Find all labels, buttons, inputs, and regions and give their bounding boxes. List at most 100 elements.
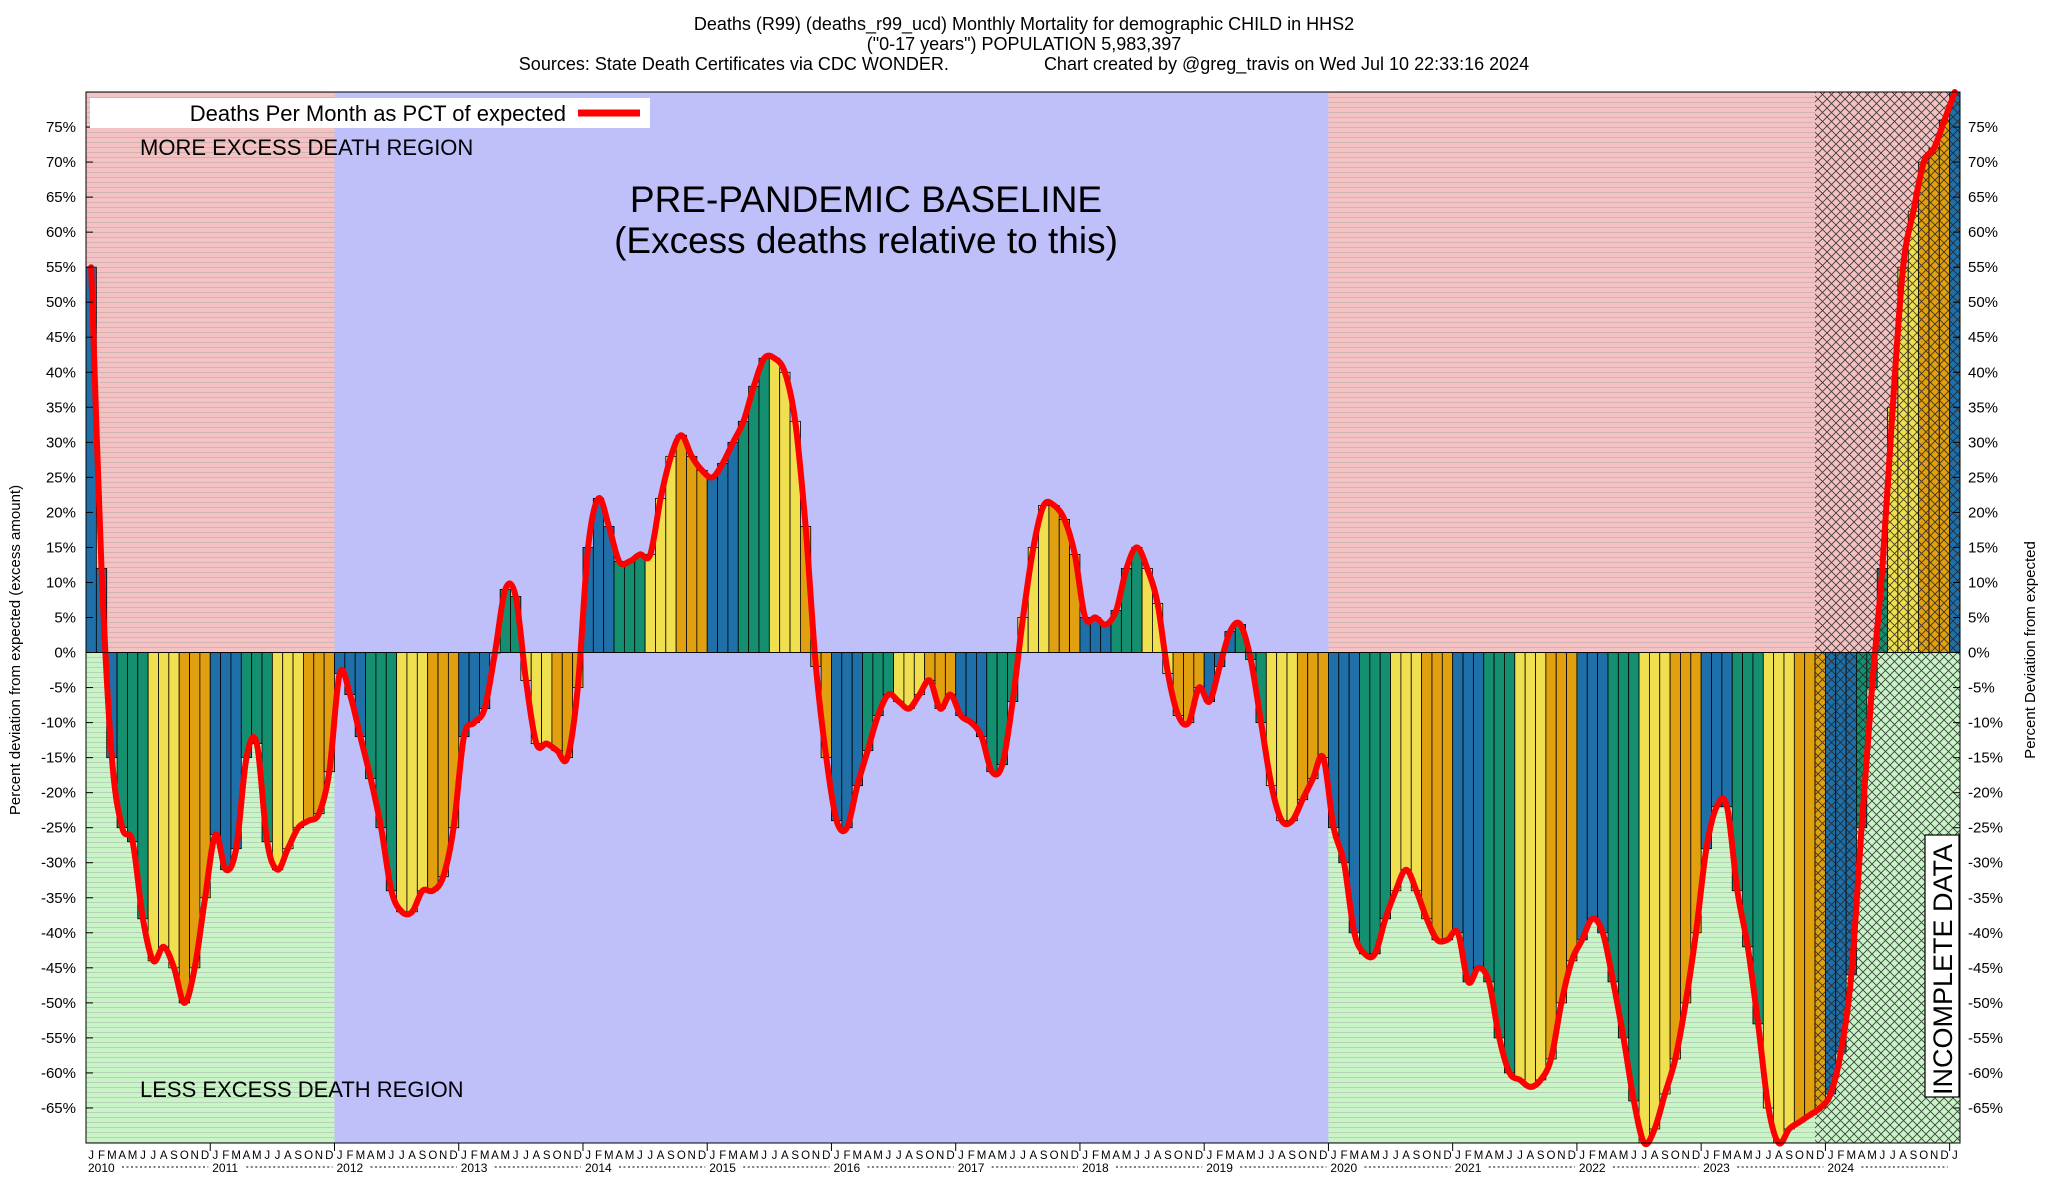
x-month-label: O xyxy=(1298,1150,1307,1162)
y-tick-label-left: 75% xyxy=(46,119,76,136)
bar xyxy=(1193,652,1205,688)
x-month-label: J xyxy=(1703,1150,1709,1162)
bar xyxy=(1493,652,1505,1039)
chart-title-line-1: Deaths (R99) (deaths_r99_ucd) Monthly Mo… xyxy=(693,14,1355,34)
bar xyxy=(882,652,894,695)
x-month-label: N xyxy=(1930,1150,1938,1162)
x-month-label: M xyxy=(1722,1150,1732,1162)
x-month-label: D xyxy=(1071,1150,1079,1162)
x-month-label: J xyxy=(834,1150,840,1162)
x-month-label: J xyxy=(1952,1150,1958,1162)
x-month-label: J xyxy=(523,1150,529,1162)
x-month-label: M xyxy=(356,1150,366,1162)
x-year-label: 2020 xyxy=(1330,1161,1357,1175)
bar xyxy=(396,652,408,913)
x-month-label: J xyxy=(275,1150,281,1162)
x-month-label: F xyxy=(1465,1150,1472,1162)
bar xyxy=(147,652,159,962)
x-month-label: M xyxy=(107,1150,117,1162)
bar xyxy=(1359,652,1371,955)
bar xyxy=(178,652,190,1004)
bar xyxy=(220,652,232,871)
bar xyxy=(1576,652,1588,941)
x-month-label: A xyxy=(864,1150,872,1162)
legend-box xyxy=(90,98,650,128)
bar xyxy=(406,652,418,913)
x-month-label: J xyxy=(513,1150,519,1162)
bar xyxy=(737,420,750,653)
x-month-label: S xyxy=(543,1150,551,1162)
x-month-label: S xyxy=(1164,1150,1172,1162)
y-tick-label-left: 35% xyxy=(46,399,76,416)
x-month-label: J xyxy=(1766,1150,1772,1162)
x-month-label: J xyxy=(1269,1150,1275,1162)
bar xyxy=(965,652,977,723)
x-month-label: N xyxy=(1433,1150,1441,1162)
x-year-label: 2010 xyxy=(88,1161,115,1175)
bar xyxy=(1462,652,1474,983)
bar xyxy=(944,652,957,695)
x-month-label: J xyxy=(958,1150,964,1162)
bar xyxy=(1721,652,1733,808)
x-month-label: J xyxy=(1258,1150,1264,1162)
bar xyxy=(1628,652,1640,1102)
x-year-label: 2016 xyxy=(833,1161,860,1175)
region-stripes xyxy=(86,92,335,1143)
bar xyxy=(209,652,221,836)
x-month-label: N xyxy=(563,1150,571,1162)
x-month-label: D xyxy=(449,1150,457,1162)
bar xyxy=(717,462,729,653)
bar xyxy=(1762,652,1775,1109)
bar xyxy=(1669,652,1681,1060)
bar xyxy=(427,652,439,892)
x-month-label: F xyxy=(1216,1150,1223,1162)
y-tick-label-right: -5% xyxy=(1968,680,1995,697)
x-month-label: O xyxy=(1050,1150,1059,1162)
y-tick-label-left: -35% xyxy=(41,890,76,907)
x-year-label: 2022 xyxy=(1579,1161,1606,1175)
x-month-label: N xyxy=(1309,1150,1317,1162)
y-tick-label-right: -40% xyxy=(1968,925,2003,942)
bar xyxy=(592,497,605,653)
x-month-label: J xyxy=(1517,1150,1523,1162)
y-tick-label-right: 10% xyxy=(1968,574,1998,591)
x-month-label: S xyxy=(1910,1150,1918,1162)
bar xyxy=(779,371,791,653)
x-month-label: D xyxy=(1568,1150,1576,1162)
trend-curve xyxy=(88,89,1958,1148)
bar xyxy=(127,652,139,843)
x-month-label: J xyxy=(1755,1150,1761,1162)
y-tick-label-left: -55% xyxy=(41,1030,76,1047)
y-tick-label-right: -15% xyxy=(1968,750,2003,767)
x-month-label: D xyxy=(1940,1150,1948,1162)
x-month-label: M xyxy=(604,1150,614,1162)
bar xyxy=(706,476,718,653)
bar xyxy=(634,554,646,653)
x-month-label: M xyxy=(252,1150,262,1162)
x-month-label: O xyxy=(1671,1150,1680,1162)
x-month-label: F xyxy=(595,1150,602,1162)
x-month-label: F xyxy=(968,1150,975,1162)
y-tick-label-right: 20% xyxy=(1968,504,1998,521)
y-tick-label-left: 70% xyxy=(46,154,76,171)
y-tick-label-right: -35% xyxy=(1968,890,2003,907)
y-tick-label-left: -65% xyxy=(41,1100,76,1117)
x-month-label: F xyxy=(1092,1150,1099,1162)
bar xyxy=(1504,652,1516,1074)
x-month-label: M xyxy=(376,1150,386,1162)
x-month-label: J xyxy=(150,1150,156,1162)
bar xyxy=(1680,652,1692,1004)
x-month-label: D xyxy=(698,1150,706,1162)
x-month-label: N xyxy=(315,1150,323,1162)
bar xyxy=(1804,652,1816,1116)
x-month-label: A xyxy=(1237,1150,1245,1162)
x-month-label: J xyxy=(1507,1150,1513,1162)
x-month-label: M xyxy=(1846,1150,1856,1162)
incomplete-label-group: INCOMPLETE DATA xyxy=(1924,834,1960,1098)
y-tick-label-left: 20% xyxy=(46,504,76,521)
x-month-label: N xyxy=(1060,1150,1068,1162)
incomplete-label-box xyxy=(1924,834,1960,1098)
y-axis-label-left: Percent deviation from expected (excess … xyxy=(7,485,24,815)
bar xyxy=(271,652,284,871)
x-month-label: S xyxy=(1661,1150,1669,1162)
